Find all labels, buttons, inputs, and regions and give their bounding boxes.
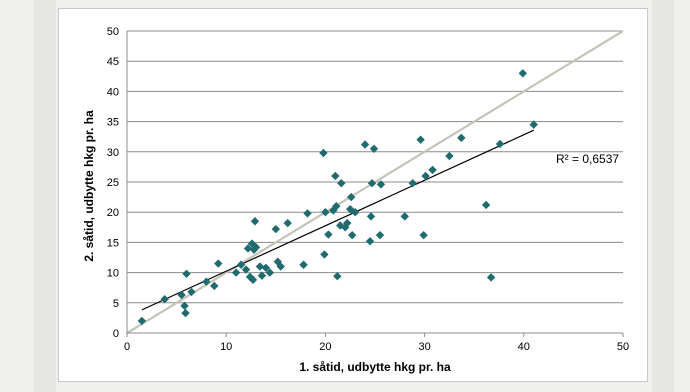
data-point	[361, 140, 369, 148]
x-axis-title: 1. såtid, udbytte hkg pr. ha	[299, 360, 451, 374]
y-tick-label: 0	[113, 328, 119, 340]
data-point	[320, 250, 328, 258]
data-point	[333, 272, 341, 280]
data-point	[331, 172, 339, 180]
r-squared-label: R² = 0,6537	[556, 152, 619, 166]
data-point	[138, 317, 146, 325]
data-point	[457, 134, 465, 142]
left-panel-strip	[34, 0, 56, 392]
data-point	[337, 179, 345, 187]
data-point	[319, 149, 327, 157]
scatter-chart: 0 5 10 15 20 25 30 35 40 45 50 0 10 20 30 40 50 R² = 0,6…	[59, 9, 649, 383]
y-tick-label: 30	[107, 147, 119, 159]
x-tick-label: 30	[418, 341, 430, 353]
data-point	[482, 201, 490, 209]
data-point	[377, 180, 385, 188]
data-point	[419, 231, 427, 239]
x-tick-label: 50	[617, 341, 629, 353]
y-tick-label: 5	[113, 298, 119, 310]
y-tick-label: 45	[107, 56, 119, 68]
data-point	[284, 219, 292, 227]
right-panel-strip	[652, 0, 674, 392]
data-point	[303, 209, 311, 217]
y-tick-label: 40	[107, 86, 119, 98]
data-point	[348, 231, 356, 239]
data-point	[256, 262, 264, 270]
data-point	[376, 231, 384, 239]
x-tick-label: 0	[124, 341, 130, 353]
data-point	[445, 152, 453, 160]
data-point	[416, 136, 424, 144]
data-point	[367, 212, 375, 220]
y-tick-label: 20	[107, 207, 119, 219]
data-point	[487, 273, 495, 281]
data-point	[272, 225, 280, 233]
data-point	[324, 230, 332, 238]
data-point	[210, 282, 218, 290]
data-point	[181, 309, 189, 317]
data-point	[366, 237, 374, 245]
data-point	[232, 268, 240, 276]
x-tick-label: 40	[518, 341, 530, 353]
y-axis-title: 2. såtid, udbytte hkg pr. ha	[82, 110, 96, 262]
x-tick-label: 20	[319, 341, 331, 353]
data-points	[138, 69, 538, 325]
data-point	[214, 259, 222, 267]
y-tick-label: 25	[107, 177, 119, 189]
chart-frame: 0 5 10 15 20 25 30 35 40 45 50 0 10 20 30 40 50 R² = 0,6…	[58, 8, 648, 382]
trendline	[142, 130, 534, 310]
data-point	[519, 69, 527, 77]
data-point	[251, 217, 259, 225]
data-point	[182, 270, 190, 278]
data-point	[160, 295, 168, 303]
y-tick-label: 10	[107, 268, 119, 280]
data-point	[401, 212, 409, 220]
grid-lines	[127, 31, 623, 303]
y-tick-label: 50	[107, 26, 119, 38]
data-point	[408, 179, 416, 187]
y-tick-label: 15	[107, 237, 119, 249]
x-tick-label: 10	[220, 341, 232, 353]
data-point	[299, 261, 307, 269]
data-point	[428, 166, 436, 174]
y-tick-label: 35	[107, 117, 119, 129]
